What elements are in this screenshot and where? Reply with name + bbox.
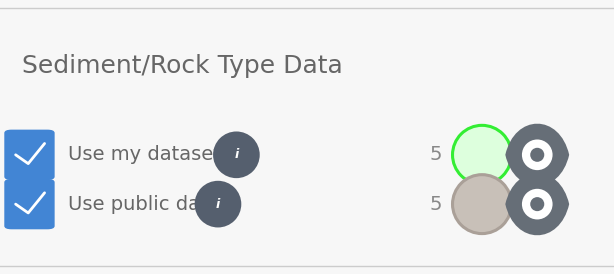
Text: Use my dataset:: Use my dataset: bbox=[68, 145, 227, 164]
Text: Sediment/Rock Type Data: Sediment/Rock Type Data bbox=[22, 54, 343, 78]
Text: i: i bbox=[216, 198, 220, 211]
FancyBboxPatch shape bbox=[4, 179, 55, 229]
Ellipse shape bbox=[522, 139, 553, 170]
Text: Use public data: Use public data bbox=[68, 195, 219, 214]
Text: 5: 5 bbox=[430, 195, 442, 214]
Text: i: i bbox=[235, 148, 238, 161]
Ellipse shape bbox=[453, 175, 511, 234]
Ellipse shape bbox=[453, 125, 511, 184]
FancyBboxPatch shape bbox=[4, 130, 55, 180]
Text: 5: 5 bbox=[430, 145, 442, 164]
PathPatch shape bbox=[505, 173, 569, 235]
Ellipse shape bbox=[195, 181, 241, 227]
Ellipse shape bbox=[522, 189, 553, 219]
Ellipse shape bbox=[530, 148, 544, 162]
Ellipse shape bbox=[530, 197, 544, 211]
Ellipse shape bbox=[213, 132, 260, 178]
PathPatch shape bbox=[505, 124, 569, 186]
